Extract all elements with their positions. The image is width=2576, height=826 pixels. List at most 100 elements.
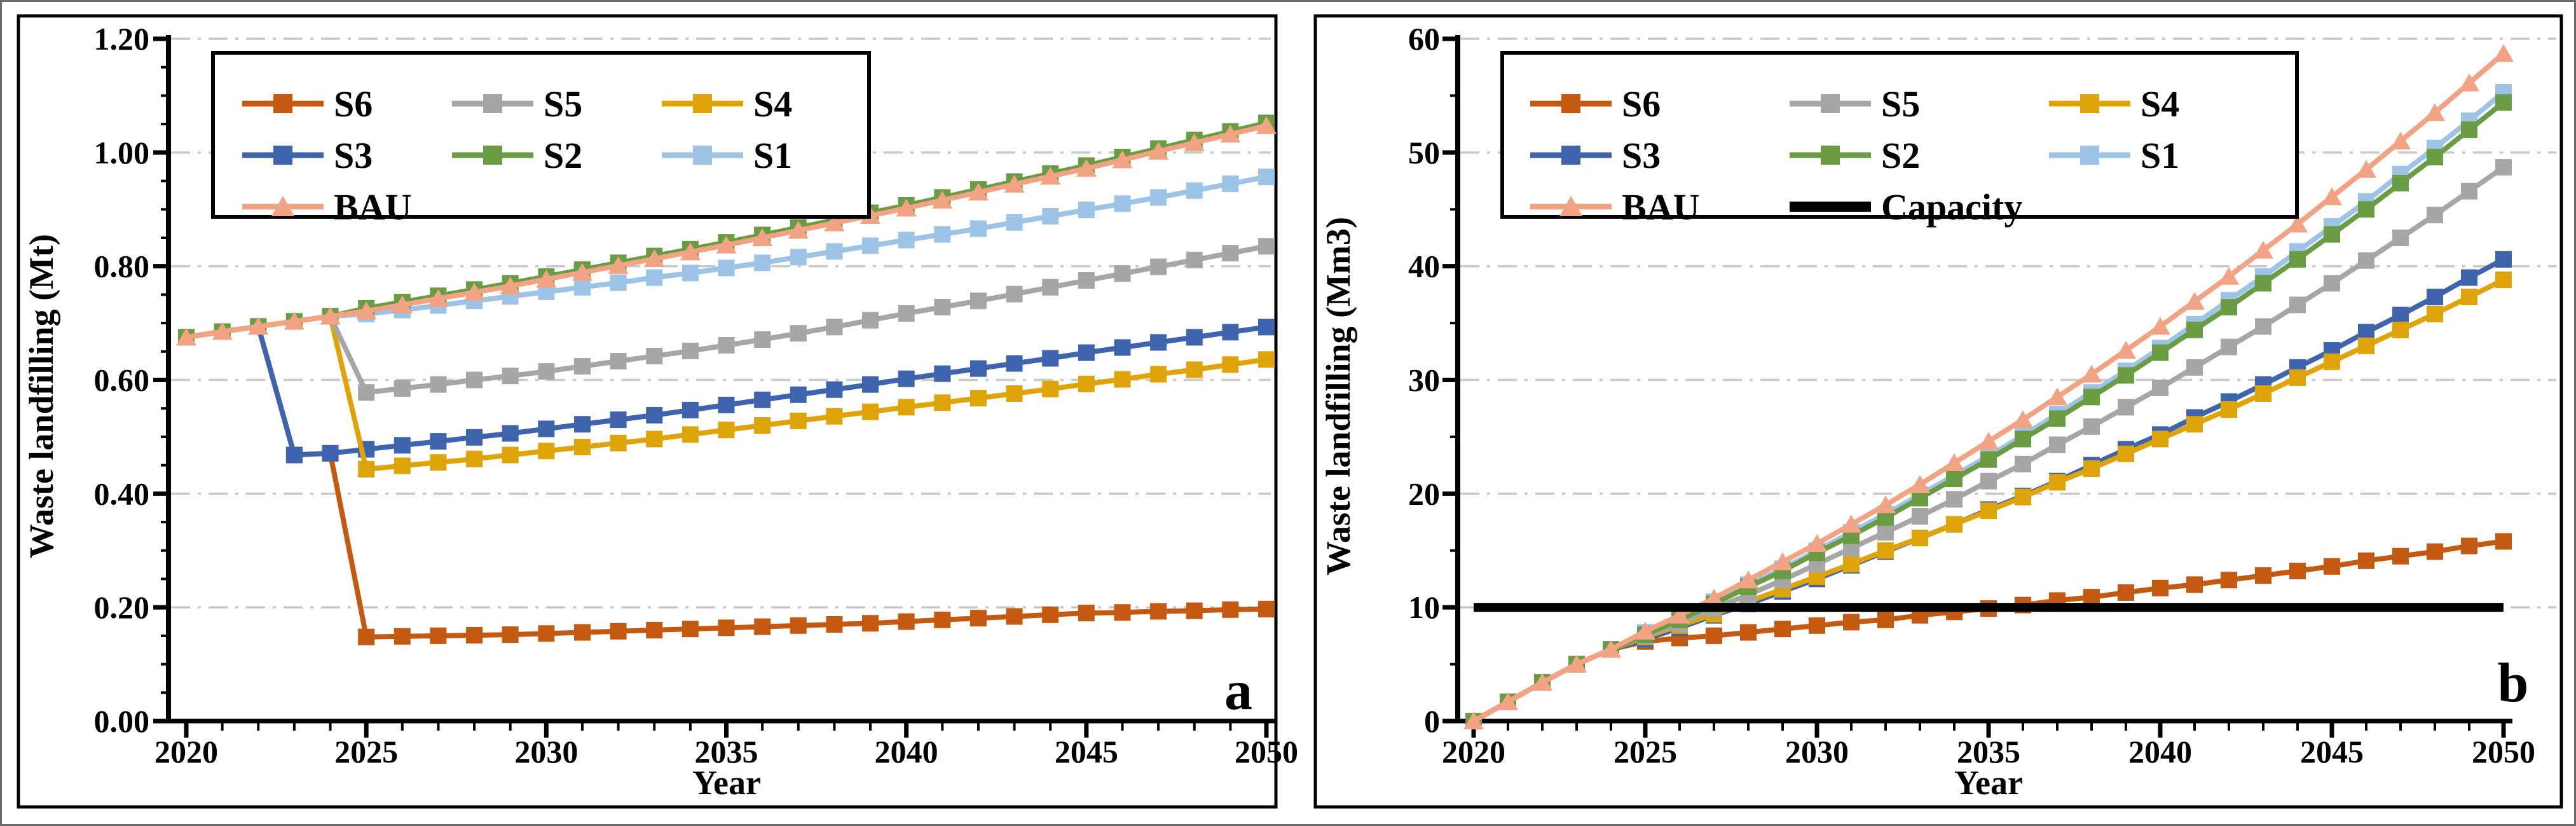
marker-square xyxy=(273,146,292,165)
marker-square xyxy=(1150,603,1167,620)
marker-square xyxy=(898,399,915,416)
marker-square xyxy=(1150,189,1167,206)
x-tick-label: 2020 xyxy=(1442,734,1505,769)
marker-triangle xyxy=(1532,673,1552,691)
marker-triangle xyxy=(1076,158,1097,177)
legend-item-S1: S1 xyxy=(662,135,792,176)
marker-square xyxy=(2358,337,2374,354)
marker-square xyxy=(358,460,375,478)
marker-square xyxy=(1877,524,1894,541)
marker-square xyxy=(1821,146,1840,165)
marker-square xyxy=(502,626,519,644)
marker-square xyxy=(2118,399,2134,416)
marker-square xyxy=(934,299,951,316)
series-S3 xyxy=(1465,251,2512,729)
y-tick-label: 40 xyxy=(1408,249,1440,284)
marker-square xyxy=(430,627,447,644)
marker-square xyxy=(898,613,915,630)
marker-square xyxy=(682,426,699,443)
marker-square xyxy=(1006,286,1023,303)
marker-triangle xyxy=(1807,534,1827,553)
marker-triangle xyxy=(1220,125,1241,143)
marker-triangle xyxy=(1669,605,1690,624)
marker-triangle xyxy=(644,249,665,268)
marker-square xyxy=(790,617,807,634)
marker-square xyxy=(754,618,771,635)
marker-square xyxy=(2221,401,2237,418)
legend-label: S3 xyxy=(1622,135,1661,176)
marker-square xyxy=(1114,195,1131,212)
marker-square xyxy=(1150,258,1167,275)
marker-square xyxy=(1042,606,1059,623)
legend-label: S4 xyxy=(753,83,792,125)
marker-square xyxy=(1946,491,1963,508)
series-S6 xyxy=(1465,533,2512,729)
y-tick-label: 0.20 xyxy=(94,589,150,625)
marker-square xyxy=(718,619,735,637)
marker-square xyxy=(718,259,735,277)
legend-item-S6: S6 xyxy=(1530,83,1661,125)
marker-triangle xyxy=(1738,570,1758,589)
marker-square xyxy=(1222,324,1239,341)
legend-item-S2: S2 xyxy=(452,135,582,176)
marker-square xyxy=(2324,353,2340,370)
marker-square xyxy=(1258,169,1275,186)
marker-square xyxy=(934,365,951,382)
marker-square xyxy=(969,610,987,627)
marker-square xyxy=(1774,621,1791,638)
marker-square xyxy=(1114,604,1131,621)
legend-label: S2 xyxy=(544,135,582,176)
marker-triangle xyxy=(1566,654,1587,673)
marker-square xyxy=(2255,318,2271,335)
x-tick-label: 2025 xyxy=(334,734,398,769)
marker-square xyxy=(862,376,879,393)
marker-square xyxy=(610,274,627,291)
marker-square xyxy=(2186,321,2203,338)
chart-panel-a: 0.00 0.20 0.40 0.60 0.80 1.00 1.20 2020 2025 2030… xyxy=(17,14,1298,809)
marker-square xyxy=(1980,472,1997,490)
marker-square xyxy=(466,626,483,644)
marker-square xyxy=(862,312,879,329)
marker-square xyxy=(273,94,292,113)
marker-square xyxy=(466,371,483,389)
marker-square xyxy=(1561,94,1580,113)
y-tick-label: 20 xyxy=(1408,476,1440,511)
marker-triangle xyxy=(1004,174,1025,193)
marker-square xyxy=(1258,600,1275,617)
marker-square xyxy=(1078,375,1095,392)
marker-square xyxy=(394,380,411,397)
marker-triangle xyxy=(2390,131,2411,149)
marker-square xyxy=(2080,146,2099,165)
marker-triangle xyxy=(2322,187,2342,205)
marker-square xyxy=(969,360,987,377)
panel-frame xyxy=(17,14,1278,809)
marker-square xyxy=(1114,265,1131,282)
marker-square xyxy=(754,254,771,272)
legend-label: Capacity xyxy=(1881,186,2022,228)
marker-square xyxy=(2392,321,2409,338)
marker-square xyxy=(2152,344,2168,361)
marker-triangle xyxy=(464,282,485,301)
marker-square xyxy=(1042,279,1059,296)
marker-triangle xyxy=(2253,240,2273,259)
marker-triangle xyxy=(2459,73,2479,92)
marker-square xyxy=(1258,351,1275,368)
marker-square xyxy=(2015,455,2031,472)
marker-square xyxy=(2461,269,2477,286)
marker-triangle xyxy=(1910,475,1930,493)
marker-triangle xyxy=(2047,387,2067,406)
marker-square xyxy=(646,347,663,364)
x-tick-label: 2030 xyxy=(1785,734,1849,769)
marker-triangle xyxy=(392,295,413,313)
marker-square xyxy=(826,243,843,260)
legend: S6 S5 S4 S3 S2 S1 BAU xyxy=(211,51,871,228)
marker-square xyxy=(682,342,699,359)
legend-label: S6 xyxy=(334,83,373,125)
marker-square xyxy=(1222,245,1239,262)
marker-square xyxy=(322,444,339,462)
marker-triangle xyxy=(824,213,845,231)
marker-triangle xyxy=(1704,588,1724,607)
marker-triangle xyxy=(716,235,737,254)
marker-square xyxy=(1809,617,1825,634)
